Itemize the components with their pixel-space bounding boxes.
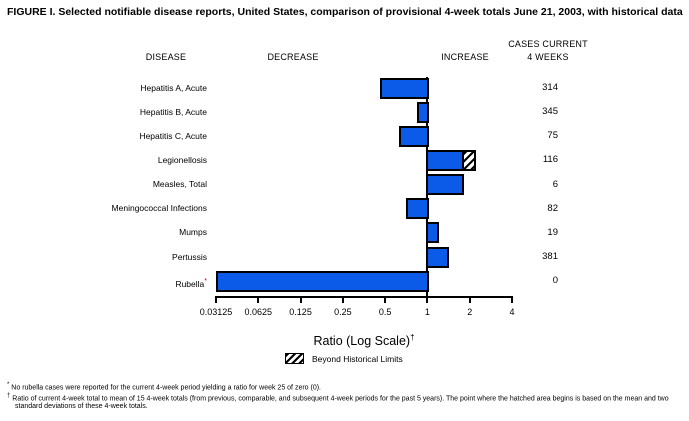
axis-tick-label: 0.0625 [244, 307, 273, 317]
axis-tick [510, 298, 513, 303]
footnote-ratio: † Ratio of current 4-week total to mean … [7, 393, 669, 411]
axis-tick-label: 4 [509, 307, 515, 317]
cases-count: 0 [552, 275, 558, 287]
ratio-bar [426, 174, 465, 196]
ratio-bar [216, 270, 430, 292]
column-header-cases: CASES CURRENT 4 WEEKS [498, 38, 598, 63]
axis-tick [384, 298, 387, 303]
disease-label: Pertussis [172, 251, 207, 262]
axis-tick-label: 2 [467, 307, 473, 317]
cases-count: 345 [542, 106, 558, 118]
footnote-rubella: * No rubella cases were reported for the… [7, 382, 322, 392]
disease-label: Meningococcal Infections [111, 203, 207, 214]
x-axis-line [215, 296, 513, 298]
axis-tick [468, 298, 471, 303]
ratio-bar [426, 222, 439, 244]
axis-tick [257, 298, 260, 303]
disease-label: Hepatitis C, Acute [139, 130, 207, 141]
cases-count: 6 [552, 178, 558, 190]
axis-tick-label: 0.125 [289, 307, 312, 317]
column-header-cases-line2: 4 WEEKS [527, 51, 569, 62]
legend-label: Beyond Historical Limits [312, 354, 403, 364]
ratio-bar [399, 125, 430, 147]
column-header-disease: DISEASE [145, 52, 187, 62]
figure-title: FIGURE I. Selected notifiable disease re… [7, 6, 683, 18]
disease-label: Mumps [179, 227, 207, 238]
cases-count: 19 [547, 226, 558, 238]
column-header-increase: INCREASE [441, 52, 489, 62]
axis-tick [299, 298, 302, 303]
axis-tick [341, 298, 344, 303]
dagger-marker: † [7, 393, 11, 400]
disease-label: Hepatitis B, Acute [139, 106, 207, 117]
cases-count: 82 [547, 202, 558, 214]
axis-tick [215, 298, 217, 303]
column-header-cases-line1: CASES CURRENT [508, 39, 588, 49]
cases-count: 314 [542, 82, 558, 93]
cases-count: 116 [542, 154, 558, 166]
axis-tick-label: 0.25 [334, 307, 352, 317]
cases-count: 381 [542, 251, 558, 263]
disease-label: Legionellosis [157, 154, 207, 165]
axis-tick-label: 0.03125 [199, 307, 233, 317]
footnotes: * No rubella cases were reported for the… [7, 382, 685, 412]
x-axis-label-text: Ratio (Log Scale) [313, 334, 411, 349]
disease-label: Measles, Total [152, 179, 207, 190]
axis-tick-label: 1 [424, 307, 430, 317]
cases-count: 75 [547, 130, 558, 142]
column-header-decrease: DECREASE [267, 52, 319, 62]
ratio-bar [380, 77, 430, 99]
disease-label: Rubella* [175, 277, 207, 289]
beyond-historical-segment [461, 149, 477, 171]
axis-tick [426, 298, 429, 303]
hatched-swatch [285, 353, 304, 364]
rubella-asterisk: * [204, 277, 207, 285]
ratio-bar [416, 101, 430, 123]
asterisk-marker: * [7, 382, 10, 388]
disease-label: Hepatitis A, Acute [140, 82, 207, 93]
ratio-bar [405, 198, 430, 220]
ratio-bar [426, 246, 450, 268]
axis-tick-label: 0.5 [378, 307, 392, 317]
x-axis-label: Ratio (Log Scale)† [214, 333, 514, 348]
dagger-marker: † [410, 333, 415, 342]
